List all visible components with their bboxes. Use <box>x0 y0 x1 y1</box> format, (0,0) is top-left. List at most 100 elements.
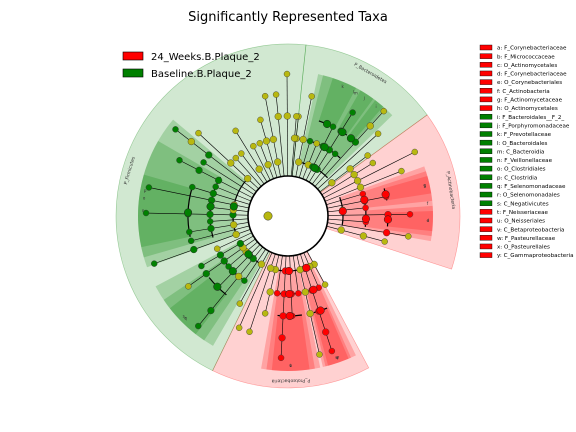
taxon-node <box>246 328 253 335</box>
clade-letter: p <box>144 188 147 193</box>
taxon-node <box>250 142 257 150</box>
key-swatch <box>479 243 493 250</box>
key-label: o: O_Clostridiales <box>497 167 546 173</box>
taxon-node <box>207 306 215 315</box>
taxon-node <box>411 148 418 156</box>
key-label: i: F_Bacteroidales__F_2_ <box>497 115 564 121</box>
taxon-node <box>269 135 277 143</box>
branch <box>239 250 269 304</box>
taxon-node <box>225 263 232 270</box>
taxon-node <box>279 312 287 320</box>
key-label: v: C_Betaproteobacteria <box>497 227 564 233</box>
key-swatch <box>479 53 493 59</box>
taxon-node <box>398 167 405 175</box>
taxon-node <box>216 251 225 259</box>
taxon-node <box>290 134 299 142</box>
key-label: d: F_Corynebacteriaceae <box>497 72 567 78</box>
taxon-node <box>176 157 183 164</box>
taxon-node <box>322 328 330 336</box>
clade-shade-n <box>138 174 192 248</box>
key-label: f: C_Actinobacteria <box>497 89 550 95</box>
clade-shade-h <box>362 171 433 208</box>
taxon-node <box>151 260 158 267</box>
taxon-node <box>257 260 266 268</box>
branch <box>217 232 252 249</box>
clade-letter: l <box>353 89 354 94</box>
taxon-node <box>220 257 228 265</box>
branch <box>291 116 299 177</box>
clade-node-l <box>320 143 329 152</box>
taxon-node <box>272 91 280 98</box>
branch <box>189 222 249 233</box>
taxon-node <box>212 183 219 190</box>
branch <box>323 151 415 199</box>
taxon-node <box>202 270 210 278</box>
taxon-node <box>261 92 269 100</box>
taxon-node <box>257 116 264 124</box>
branch <box>321 162 373 196</box>
taxon-node <box>187 137 195 146</box>
key-label: h: O_Actinomycetales <box>497 106 558 112</box>
key-swatch <box>479 174 493 180</box>
taxon-node <box>198 262 205 270</box>
taxon-node <box>195 129 202 137</box>
clade-letter: s <box>183 314 185 319</box>
root-ring <box>247 175 329 257</box>
taxon-node <box>145 184 153 191</box>
taxon-node <box>230 221 238 229</box>
clade-node-p <box>229 202 238 211</box>
branch <box>327 213 410 216</box>
branch <box>192 186 250 205</box>
key-label: l: O_Bacteroidales <box>497 141 548 147</box>
key-swatch <box>479 226 493 232</box>
branch <box>327 218 366 223</box>
taxon-node <box>256 140 263 147</box>
branch <box>326 225 385 242</box>
branch <box>275 94 285 177</box>
phylum-label: P_Proteobacteria <box>271 377 310 384</box>
branch <box>286 74 289 177</box>
branch <box>235 157 262 187</box>
taxon-node <box>261 310 269 317</box>
branch <box>311 153 336 185</box>
taxon-node <box>187 237 195 245</box>
taxon-node <box>283 70 291 78</box>
chart-title: Significantly Represented Taxa <box>188 10 388 25</box>
clade-node-d <box>383 215 392 224</box>
branch <box>319 155 368 193</box>
branch <box>241 153 265 185</box>
taxon-node <box>186 228 193 236</box>
taxon-node <box>262 137 271 145</box>
clade-shade-e <box>365 205 434 237</box>
clade-letter: t <box>290 363 292 368</box>
key-swatch <box>479 79 493 85</box>
taxon-node <box>369 159 377 167</box>
clade-letter: u <box>289 363 292 368</box>
phylum-label: P_Actinobacteria <box>445 171 457 210</box>
taxon-node <box>313 140 320 147</box>
branch <box>289 255 293 316</box>
clade-letter: e <box>427 218 430 223</box>
taxon-node <box>306 137 314 145</box>
clade-letter: m <box>354 91 358 96</box>
taxon-node <box>359 232 368 240</box>
taxon-node <box>306 309 314 318</box>
clade-letter: w <box>335 355 339 360</box>
key-label: u: O_Neisseriales <box>497 219 545 225</box>
taxon-node <box>195 322 202 330</box>
taxon-node <box>189 183 196 191</box>
clade-node-w <box>316 306 325 315</box>
taxon-node <box>293 113 300 120</box>
key-label: c: O_Actinomycetales <box>497 63 557 69</box>
taxon-node <box>232 230 240 239</box>
taxon-node <box>235 324 243 331</box>
branch <box>203 162 255 195</box>
taxon-node <box>232 127 239 135</box>
key-label: p: C_Clostridia <box>497 175 537 181</box>
clade-shade-q <box>169 277 227 335</box>
clade-node-k <box>323 119 332 128</box>
taxon-node <box>316 351 323 358</box>
taxon-node <box>267 264 275 272</box>
taxon-node <box>374 130 382 137</box>
key-swatch <box>479 70 493 77</box>
